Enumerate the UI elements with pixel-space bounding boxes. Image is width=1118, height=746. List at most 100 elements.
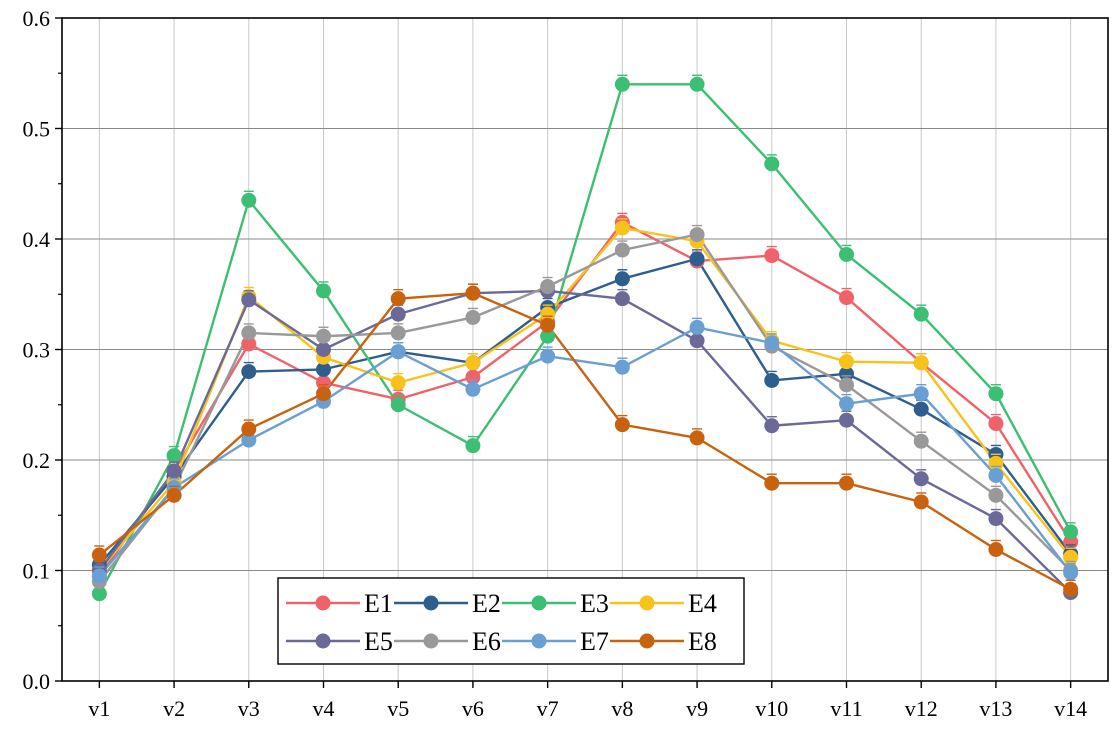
data-point-E7 — [614, 359, 630, 375]
legend-label-E3: E3 — [580, 589, 609, 618]
data-point-E4 — [465, 355, 481, 371]
x-tick-label: v2 — [163, 696, 185, 721]
data-point-E7 — [764, 335, 780, 351]
legend-marker-E4 — [639, 595, 655, 611]
data-point-E8 — [465, 285, 481, 301]
x-tick-label: v1 — [88, 696, 110, 721]
x-tick-label: v10 — [755, 696, 788, 721]
y-tick-label: 0.1 — [23, 559, 51, 584]
data-point-E4 — [1063, 549, 1079, 565]
data-point-E8 — [166, 487, 182, 503]
data-point-E7 — [839, 396, 854, 412]
data-point-E3 — [614, 76, 630, 92]
data-point-E3 — [839, 246, 854, 262]
legend-marker-E6 — [423, 633, 439, 649]
legend-marker-E5 — [315, 633, 331, 649]
data-point-E1 — [316, 375, 331, 391]
data-point-E7 — [241, 432, 257, 448]
data-point-E8 — [614, 417, 630, 433]
y-tick-label: 0.3 — [23, 338, 51, 363]
legend-label-E6: E6 — [472, 627, 501, 656]
series-lines — [98, 83, 1072, 595]
data-point-E6 — [839, 377, 854, 393]
data-point-E4 — [839, 354, 854, 370]
data-point-E2 — [913, 401, 929, 417]
legend-marker-E8 — [639, 633, 655, 649]
data-point-E6 — [390, 325, 406, 341]
x-tick-label: v9 — [686, 696, 708, 721]
y-tick-label: 0.6 — [23, 6, 51, 31]
data-point-E2 — [689, 251, 705, 267]
data-point-E6 — [913, 433, 929, 449]
data-point-E8 — [764, 475, 780, 491]
data-point-E8 — [689, 430, 705, 446]
data-point-E3 — [390, 397, 406, 413]
legend-label-E8: E8 — [688, 627, 717, 656]
axis-ticks: v1 v2 v3 v4 v5 v6 v7 v8 v9 v10 v11 v12 v13 v14 0.0 0.1 0… — [23, 6, 1088, 721]
legend-label-E4: E4 — [688, 589, 717, 618]
data-point-E3 — [764, 156, 780, 172]
data-point-E3 — [1063, 524, 1079, 540]
data-point-E5 — [241, 292, 257, 308]
legend: E1 E2 E3 E4 E5 E6 E7 E8 — [277, 577, 745, 665]
data-point-E5 — [913, 471, 929, 487]
y-tick-label: 0.5 — [23, 117, 51, 142]
data-point-E5 — [988, 511, 1004, 527]
data-point-E4 — [614, 220, 630, 236]
data-point-E2 — [316, 361, 331, 377]
data-point-E5 — [390, 306, 406, 322]
x-tick-label: v3 — [238, 696, 260, 721]
data-point-E8 — [540, 317, 556, 333]
x-tick-label: v5 — [387, 696, 409, 721]
data-point-E4 — [390, 375, 406, 391]
data-point-E2 — [839, 366, 854, 382]
data-point-E3 — [540, 328, 556, 344]
data-point-E2 — [241, 364, 257, 380]
data-point-E5 — [689, 333, 705, 349]
data-point-E3 — [241, 192, 257, 208]
data-point-E1 — [988, 416, 1004, 432]
series-line-E2 — [98, 257, 1072, 566]
data-point-E1 — [764, 248, 780, 264]
data-points — [91, 74, 1079, 602]
x-tick-label: v8 — [611, 696, 633, 721]
data-point-E6 — [465, 309, 481, 325]
data-point-E7 — [988, 467, 1004, 483]
data-point-E8 — [913, 494, 929, 510]
x-tick-label: v14 — [1054, 696, 1087, 721]
data-point-E1 — [839, 290, 854, 306]
y-tick-label: 0.4 — [23, 227, 51, 252]
legend-label-E5: E5 — [364, 627, 393, 656]
data-point-E6 — [241, 325, 257, 341]
data-point-E7 — [689, 319, 705, 335]
data-point-E3 — [91, 586, 107, 602]
data-point-E4 — [540, 306, 556, 322]
x-tick-label: v12 — [905, 696, 938, 721]
legend-label-E7: E7 — [580, 627, 609, 656]
data-point-E3 — [316, 283, 331, 299]
data-point-E3 — [988, 386, 1004, 402]
data-point-E8 — [1063, 581, 1079, 597]
legend-marker-E3 — [531, 595, 547, 611]
data-point-E8 — [839, 475, 854, 491]
y-tick-label: 0.0 — [23, 669, 51, 694]
data-point-E6 — [540, 279, 556, 295]
data-point-E8 — [316, 386, 331, 402]
data-point-E5 — [166, 463, 182, 479]
data-point-E1 — [241, 336, 257, 352]
x-tick-label: v4 — [313, 696, 335, 721]
series-line-E3 — [98, 83, 1072, 595]
legend-label-E1: E1 — [364, 589, 393, 618]
data-point-E3 — [465, 438, 481, 454]
data-point-E8 — [988, 542, 1004, 558]
data-point-E4 — [913, 355, 929, 371]
data-point-E5 — [614, 291, 630, 307]
data-point-E3 — [689, 76, 705, 92]
data-point-E7 — [1063, 565, 1079, 581]
data-point-E7 — [465, 381, 481, 397]
data-point-E7 — [540, 348, 556, 364]
x-tick-label: v7 — [537, 696, 559, 721]
legend-marker-E1 — [315, 595, 331, 611]
data-point-E8 — [241, 421, 257, 437]
